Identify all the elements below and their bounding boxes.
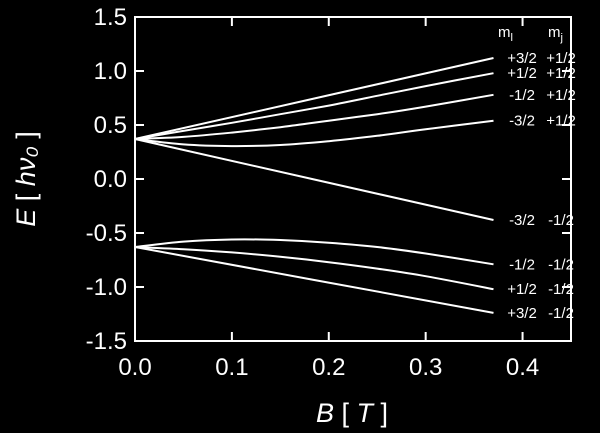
y-axis-title: E [ hν₀ ] <box>11 131 41 226</box>
energy-curves <box>134 57 494 314</box>
tick-marks <box>134 16 571 342</box>
curve-label-ml-5: -1/2 <box>509 256 535 273</box>
y-tick-label-5: -1.0 <box>86 274 127 301</box>
x-tick-label-4: 0.4 <box>506 354 539 381</box>
curve-7 <box>134 246 494 314</box>
plot-frame <box>134 16 572 342</box>
curve-1 <box>134 72 494 140</box>
x-tick-label-3: 0.3 <box>409 354 442 381</box>
y-tick-label-0: 1.5 <box>94 4 127 31</box>
tick-labels: 0.0 0.1 0.2 0.3 0.4 1.5 1.0 0.5 0.0 -0.5 -1.0 -1.5 <box>86 4 540 381</box>
curve-label-mj-7: -1/2 <box>548 305 574 322</box>
curve-label-ml-0: +3/2 <box>507 50 537 67</box>
curve-label-mj-6: -1/2 <box>548 281 574 298</box>
curve-2 <box>134 93 494 140</box>
y-tick-label-3: 0.0 <box>94 166 127 193</box>
curve-label-mj-2: +1/2 <box>546 87 576 104</box>
x-tick-label-1: 0.1 <box>215 354 248 381</box>
curve-label-ml-7: +3/2 <box>507 305 537 322</box>
y-tick-label-1: 1.0 <box>94 58 127 85</box>
curve-label-ml-2: -1/2 <box>509 87 535 104</box>
y-tick-label-2: 0.5 <box>94 112 127 139</box>
curve-label-ml-1: +1/2 <box>507 65 537 82</box>
curve-0 <box>134 57 494 140</box>
curve-label-ml-4: -3/2 <box>509 212 535 229</box>
column-header-mj: mj <box>548 24 563 44</box>
x-axis-title: B [ T ] <box>316 398 388 428</box>
curve-5 <box>134 238 494 266</box>
curve-label-mj-3: +1/2 <box>546 113 576 130</box>
curve-label-ml-6: +1/2 <box>507 281 537 298</box>
curve-labels: +3/2 +1/2+1/2 +1/2-1/2 +1/2-3/2 +1/2-3/2 -1/2… <box>507 50 576 322</box>
curve-label-mj-1: +1/2 <box>546 65 576 82</box>
y-tick-label-6: -1.5 <box>86 328 127 355</box>
curve-label-ml-3: -3/2 <box>509 113 535 130</box>
curve-label-mj-0: +1/2 <box>546 50 576 67</box>
curve-label-mj-5: -1/2 <box>548 256 574 273</box>
curve-label-mj-4: -1/2 <box>548 212 574 229</box>
curve-4 <box>134 138 494 221</box>
curve-6 <box>134 246 494 291</box>
y-tick-label-4: -0.5 <box>86 220 127 247</box>
curve-3 <box>134 119 494 148</box>
x-tick-label-2: 0.2 <box>312 354 345 381</box>
x-tick-label-0: 0.0 <box>118 354 151 381</box>
column-header-ml: ml <box>498 24 513 44</box>
